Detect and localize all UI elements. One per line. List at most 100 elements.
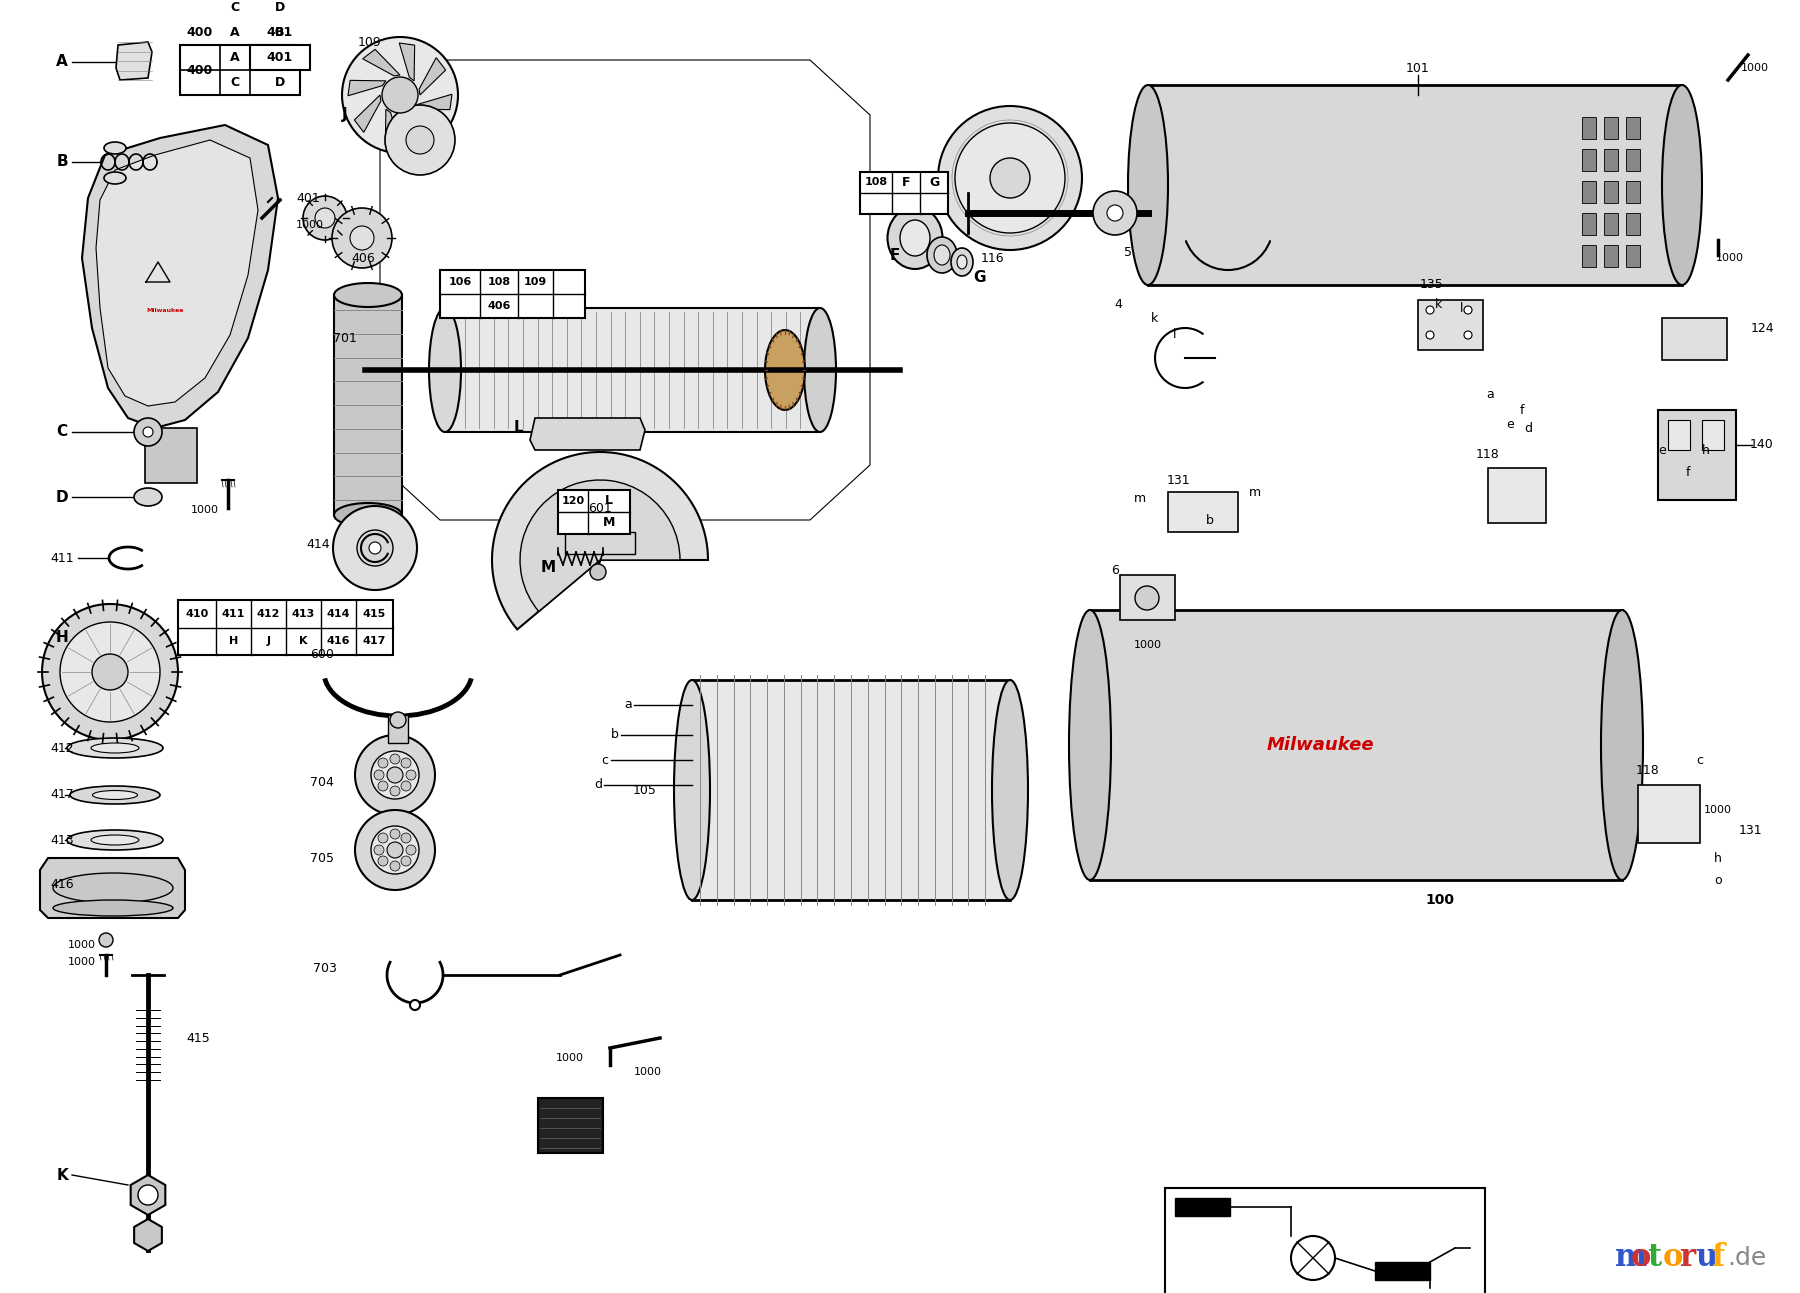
Text: L: L — [605, 494, 614, 507]
Text: B: B — [275, 26, 284, 39]
Ellipse shape — [1069, 610, 1111, 881]
Circle shape — [139, 1184, 158, 1205]
Circle shape — [1107, 206, 1123, 221]
Polygon shape — [347, 80, 385, 96]
Circle shape — [315, 208, 335, 228]
Text: 413: 413 — [292, 609, 315, 619]
Circle shape — [342, 37, 457, 153]
Text: l: l — [1174, 328, 1177, 341]
Bar — [1625, 181, 1640, 203]
Bar — [445, 308, 821, 432]
Text: 1000: 1000 — [191, 506, 220, 515]
Text: 413: 413 — [50, 834, 74, 847]
Text: 411: 411 — [221, 609, 245, 619]
Text: 1000: 1000 — [634, 1067, 662, 1077]
Text: 417: 417 — [50, 789, 74, 802]
Text: G: G — [929, 176, 940, 189]
Text: 401: 401 — [297, 191, 320, 204]
Text: 601: 601 — [589, 502, 612, 515]
Bar — [389, 715, 409, 743]
Circle shape — [410, 999, 419, 1010]
Ellipse shape — [70, 786, 160, 804]
Circle shape — [956, 123, 1066, 233]
Text: 118: 118 — [1636, 763, 1660, 777]
Circle shape — [407, 846, 416, 855]
Text: 100: 100 — [1426, 893, 1454, 906]
Circle shape — [401, 856, 410, 866]
Text: 705: 705 — [310, 852, 335, 865]
Circle shape — [407, 125, 434, 154]
Bar — [439, 270, 585, 318]
Text: d: d — [1525, 422, 1532, 434]
Bar — [1703, 420, 1724, 450]
Text: A: A — [56, 54, 68, 70]
Text: e: e — [1658, 443, 1665, 456]
Text: Milwaukee: Milwaukee — [1265, 736, 1373, 754]
Bar — [1625, 244, 1640, 266]
Text: 704: 704 — [310, 776, 335, 789]
Bar — [178, 600, 392, 656]
Bar — [860, 172, 949, 215]
Text: D: D — [275, 76, 284, 89]
Bar — [1625, 213, 1640, 235]
Text: 416: 416 — [328, 636, 351, 646]
Bar — [1175, 1199, 1229, 1215]
Polygon shape — [95, 140, 257, 406]
Text: 120: 120 — [562, 497, 585, 506]
Polygon shape — [83, 125, 277, 428]
Polygon shape — [40, 859, 185, 918]
Text: K: K — [56, 1168, 68, 1183]
Bar — [250, 45, 310, 70]
Circle shape — [990, 158, 1030, 198]
Bar — [1375, 1262, 1429, 1280]
Text: SET: SET — [556, 1065, 583, 1078]
Ellipse shape — [934, 244, 950, 265]
Circle shape — [371, 826, 419, 874]
Text: 1000: 1000 — [68, 957, 95, 967]
Text: m: m — [1249, 485, 1262, 499]
Text: 400: 400 — [187, 63, 212, 76]
Text: m: m — [1615, 1243, 1647, 1274]
Text: D: D — [275, 1, 284, 14]
Circle shape — [378, 833, 389, 843]
Ellipse shape — [92, 835, 139, 846]
Circle shape — [133, 418, 162, 446]
Ellipse shape — [52, 873, 173, 903]
Ellipse shape — [765, 330, 805, 410]
Text: h: h — [1703, 443, 1710, 456]
Circle shape — [92, 654, 128, 690]
Wedge shape — [520, 480, 680, 612]
Bar — [335, 295, 401, 515]
Text: 1000: 1000 — [68, 940, 95, 950]
Text: 401: 401 — [266, 50, 293, 63]
Text: r: r — [1679, 1243, 1696, 1274]
Text: m: m — [1134, 491, 1147, 504]
Text: 116: 116 — [981, 252, 1004, 265]
Circle shape — [401, 833, 410, 843]
Text: 401: 401 — [266, 26, 293, 39]
Text: 1000: 1000 — [1741, 63, 1769, 72]
Ellipse shape — [335, 283, 401, 306]
Text: 411: 411 — [50, 552, 74, 565]
Ellipse shape — [887, 207, 943, 269]
Circle shape — [1426, 331, 1435, 339]
Bar — [1168, 493, 1238, 531]
Bar — [1165, 1188, 1485, 1293]
Text: 106: 106 — [448, 277, 472, 287]
Circle shape — [1291, 1236, 1336, 1280]
Ellipse shape — [104, 142, 126, 154]
Bar — [1625, 116, 1640, 140]
Circle shape — [371, 751, 419, 799]
Polygon shape — [385, 109, 401, 147]
Text: J: J — [266, 636, 270, 646]
Circle shape — [1093, 191, 1138, 235]
Text: 414: 414 — [306, 538, 329, 552]
Text: b: b — [1206, 513, 1213, 526]
Circle shape — [374, 846, 383, 855]
Circle shape — [391, 712, 407, 728]
Bar — [1638, 785, 1699, 843]
Text: o: o — [1631, 1243, 1651, 1274]
Text: l: l — [1460, 301, 1463, 314]
Text: 701: 701 — [333, 331, 356, 344]
Circle shape — [355, 734, 436, 815]
